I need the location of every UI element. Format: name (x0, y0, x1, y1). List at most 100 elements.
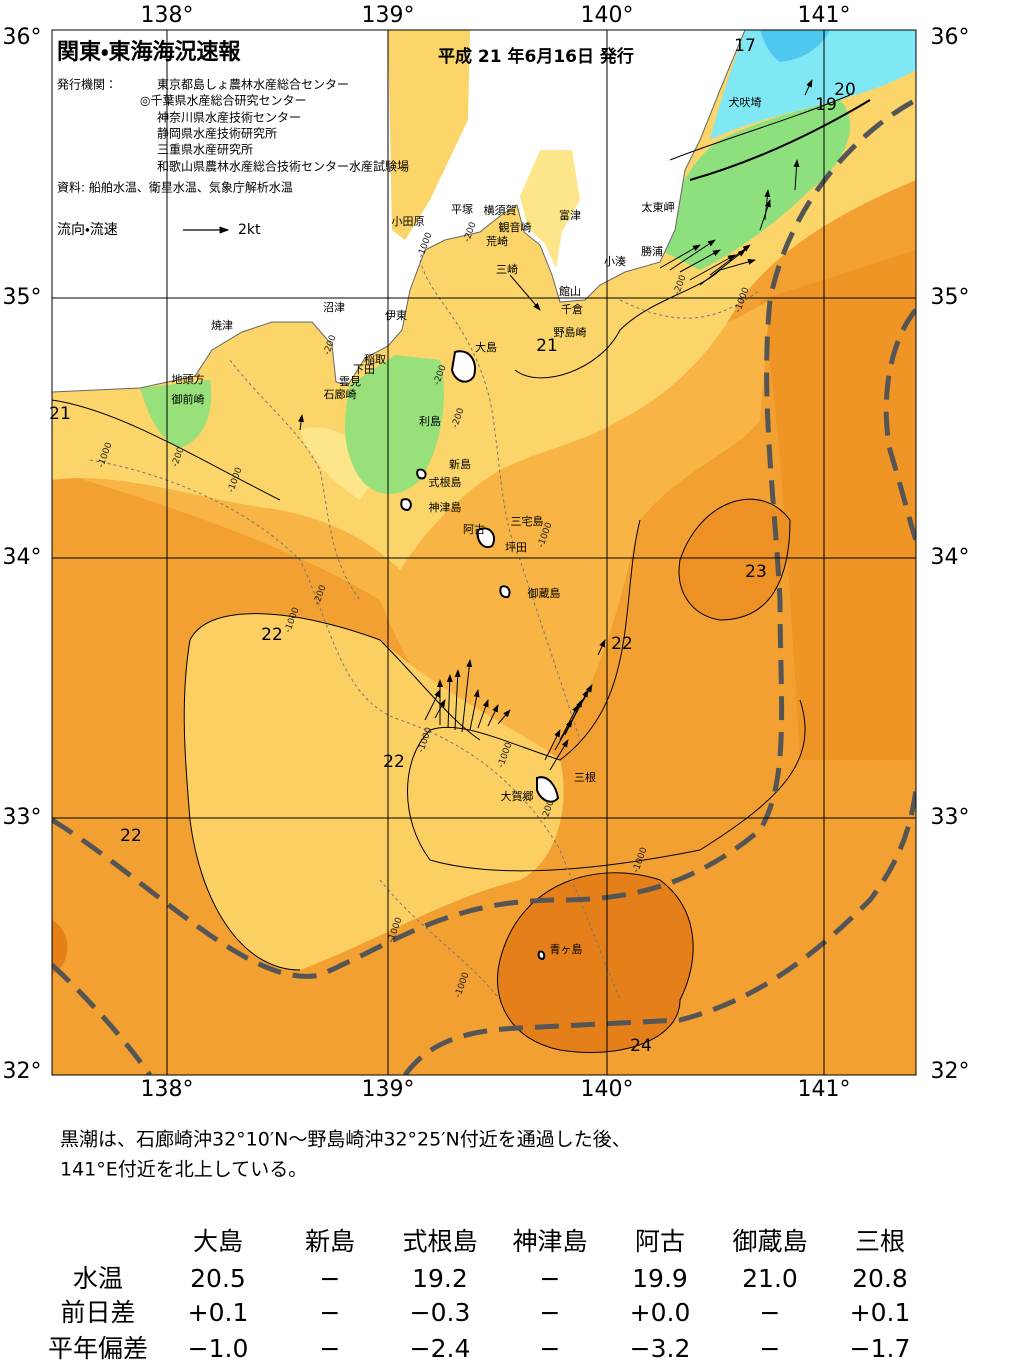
table-header: 御蔵島 (732, 1227, 807, 1256)
lat-label: 32° (3, 1059, 42, 1084)
isotherm (514, 269, 721, 379)
island (416, 468, 427, 480)
table-cell: − (320, 1334, 341, 1363)
table-cell: −0.3 (410, 1298, 471, 1327)
current-vector (709, 244, 751, 276)
place-name: 坪田 (505, 541, 527, 554)
place-name: 神津島 (429, 500, 462, 514)
island (400, 498, 412, 512)
current-vector (699, 249, 746, 286)
lon-label: 140° (581, 3, 634, 28)
isobath (419, 259, 581, 741)
table-header: 式根島 (402, 1227, 477, 1256)
current-vectors (298, 79, 813, 771)
table-cell: −1.0 (188, 1334, 249, 1363)
cold-water (660, 100, 850, 270)
current-vector (679, 249, 721, 273)
place-name: 富津 (559, 209, 581, 222)
current-vector (424, 689, 441, 721)
lon-label: 141° (798, 3, 851, 28)
place-name: 小田原 (392, 215, 425, 228)
cold-water (140, 380, 212, 448)
map-frame (51, 29, 917, 1076)
isotherm-label: 22 (383, 752, 405, 772)
isobath (619, 289, 761, 319)
place-name: 千倉 (561, 303, 583, 316)
lat-label: 36° (3, 25, 42, 50)
place-name: 荒崎 (486, 234, 508, 248)
current-vector (804, 79, 813, 96)
place-name: 青ヶ島 (550, 942, 583, 956)
warm-water (760, 250, 916, 760)
lat-label: 35° (931, 285, 970, 310)
kuroshio-line (402, 789, 916, 1075)
place-name: 稲取 (364, 353, 386, 366)
place-name: 勝浦 (641, 244, 663, 258)
coastal-water (300, 427, 380, 500)
current-vector (509, 274, 541, 311)
place-name: 大島 (475, 340, 497, 354)
lon-label: 141° (798, 1077, 851, 1102)
isobaths (89, 259, 761, 1001)
place-name: 地頭方 (172, 372, 205, 386)
current-vector (477, 699, 489, 729)
island (536, 776, 560, 803)
table-cell: − (320, 1298, 341, 1327)
current-vector (461, 659, 473, 733)
table-header: 大島 (193, 1227, 243, 1256)
table-cell: +0.1 (850, 1298, 911, 1327)
place-name: 犬吠埼 (729, 95, 762, 109)
current-vector (559, 704, 579, 741)
lon-label: 139° (362, 1077, 415, 1102)
place-name: 三根 (574, 771, 596, 784)
isotherm (52, 399, 281, 501)
place-name: 三宅島 (511, 514, 544, 528)
isotherm-label: 19 (815, 95, 837, 115)
current-vector (597, 639, 606, 656)
current-vector (454, 669, 461, 731)
current-vector (487, 704, 499, 727)
place-name: 館山 (559, 285, 581, 298)
island (499, 585, 511, 599)
current-vector (469, 689, 480, 731)
lat-label: 36° (931, 25, 970, 50)
table-cell: −1.7 (850, 1334, 911, 1363)
isotherm-label: 21 (536, 336, 558, 356)
kuroshio-line (52, 97, 916, 979)
table-cell: −2.4 (410, 1334, 471, 1363)
place-name: 下田 (353, 363, 375, 376)
place-name: 新島 (449, 457, 471, 471)
isotherm-label: 21 (49, 404, 71, 424)
current-vector (669, 239, 716, 271)
current-vector (689, 254, 736, 281)
table-cell: − (540, 1298, 561, 1327)
table-header: 新島 (305, 1227, 355, 1256)
isotherm-label: 22 (611, 634, 633, 654)
place-name: 式根島 (429, 475, 462, 489)
isotherm (678, 498, 791, 621)
kuroshio-axis (52, 97, 916, 1075)
lon-label: 138° (141, 3, 194, 28)
current-vector (298, 414, 305, 431)
isotherm (689, 99, 871, 181)
data-source: 資料: 船舶水温、衛星水温、気象庁解析水温 (57, 180, 293, 195)
note-line: 141°E付近を北上している。 (60, 1159, 307, 1181)
tokyo-bay (520, 150, 580, 268)
isobath (379, 879, 501, 1001)
lat-label: 34° (3, 545, 42, 570)
kuroshio-line (52, 963, 153, 1075)
island (450, 350, 476, 383)
place-name: 小湊 (604, 254, 626, 268)
place-name: 利島 (419, 414, 441, 428)
lat-label: 34° (931, 545, 970, 570)
place-name: 三崎 (496, 262, 518, 276)
island (476, 527, 496, 548)
table-cell: − (760, 1298, 781, 1327)
place-name: 雲見 (339, 375, 361, 388)
lat-label: 33° (931, 805, 970, 830)
legend-scale: 2kt (238, 222, 261, 238)
place-name: 沼津 (323, 300, 345, 314)
table-header: 神津島 (512, 1227, 587, 1256)
table-cell: − (320, 1264, 341, 1293)
